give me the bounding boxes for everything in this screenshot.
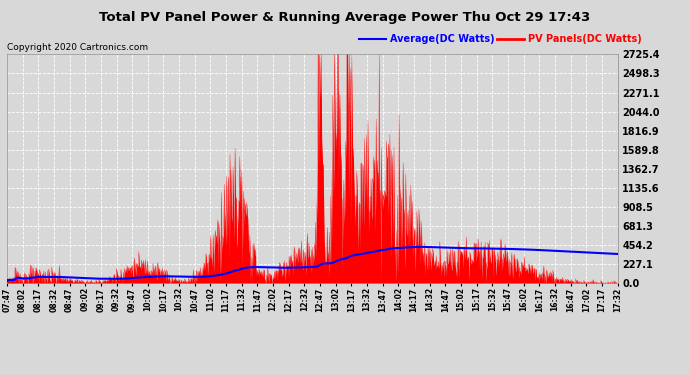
- Text: Total PV Panel Power & Running Average Power Thu Oct 29 17:43: Total PV Panel Power & Running Average P…: [99, 11, 591, 24]
- Text: Copyright 2020 Cartronics.com: Copyright 2020 Cartronics.com: [7, 43, 148, 52]
- Text: PV Panels(DC Watts): PV Panels(DC Watts): [528, 34, 642, 44]
- Text: Average(DC Watts): Average(DC Watts): [390, 34, 495, 44]
